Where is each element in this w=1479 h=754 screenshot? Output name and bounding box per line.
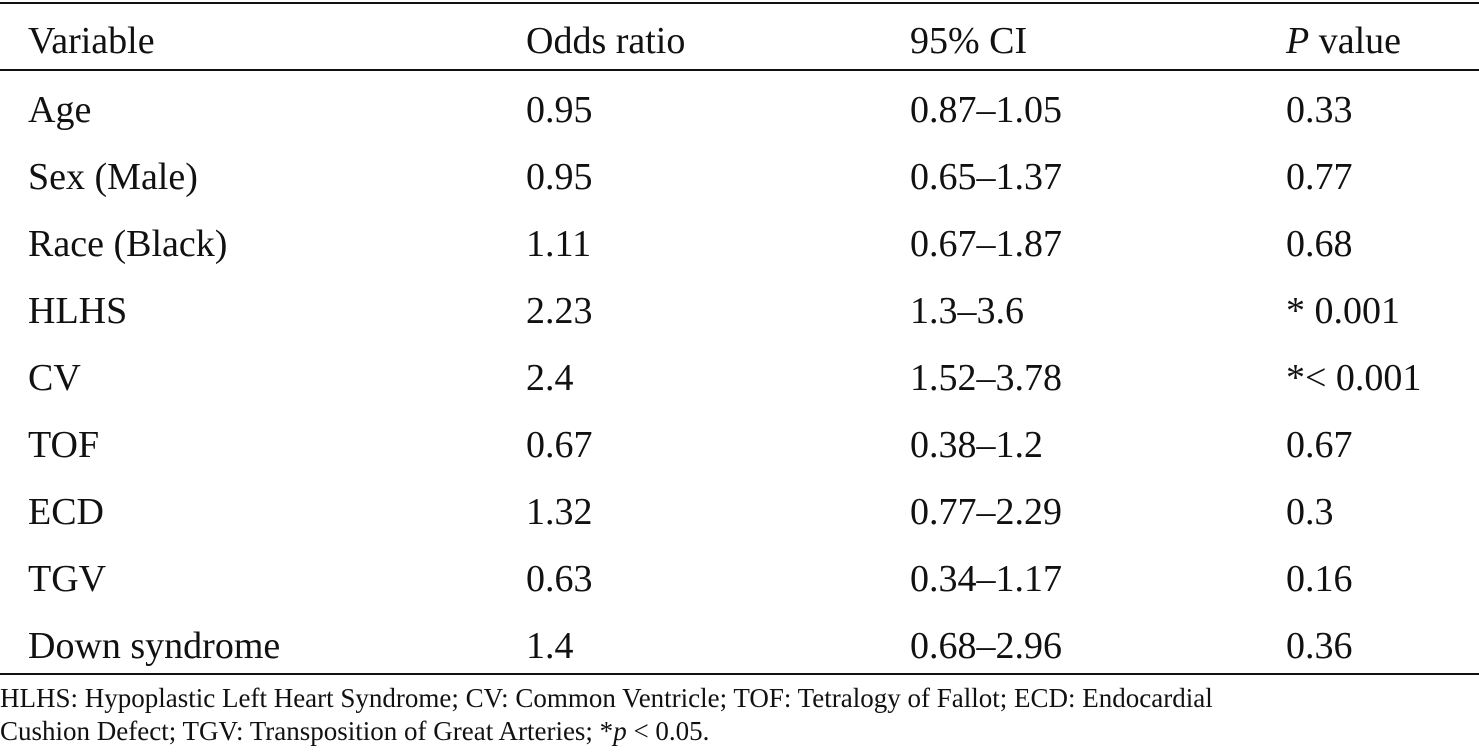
cell-odds-ratio: 0.95 bbox=[526, 156, 593, 198]
cell-ci: 0.38–1.2 bbox=[910, 424, 1043, 466]
cell-variable: Race (Black) bbox=[28, 223, 228, 265]
cell-p-value: 0.33 bbox=[1286, 89, 1353, 131]
cell-odds-ratio: 1.11 bbox=[526, 223, 592, 265]
cell-variable: TGV bbox=[28, 558, 107, 600]
cell-odds-ratio: 2.4 bbox=[526, 357, 574, 399]
cell-variable: ECD bbox=[28, 491, 104, 533]
table-row: TOF 0.67 0.38–1.2 0.67 bbox=[0, 412, 1479, 478]
table-header-row: Variable Odds ratio 95% CI P value bbox=[0, 10, 1479, 72]
table-row: Age 0.95 0.87–1.05 0.33 bbox=[0, 77, 1479, 143]
table-row: HLHS 2.23 1.3–3.6 * 0.001 bbox=[0, 278, 1479, 344]
cell-ci: 1.52–3.78 bbox=[910, 357, 1062, 399]
header-odds-ratio: Odds ratio bbox=[526, 20, 686, 62]
cell-odds-ratio: 0.67 bbox=[526, 424, 593, 466]
cell-ci: 0.77–2.29 bbox=[910, 491, 1062, 533]
cell-ci: 0.87–1.05 bbox=[910, 89, 1062, 131]
footnote-line-1: HLHS: Hypoplastic Left Heart Syndrome; C… bbox=[0, 683, 1213, 713]
cell-p-value: 0.16 bbox=[1286, 558, 1353, 600]
footnote-line-2-pre: Cushion Defect; TGV: Transposition of Gr… bbox=[0, 716, 614, 746]
table-row: ECD 1.32 0.77–2.29 0.3 bbox=[0, 479, 1479, 545]
cell-odds-ratio: 1.4 bbox=[526, 625, 574, 667]
cell-ci: 0.34–1.17 bbox=[910, 558, 1062, 600]
table-bottom-rule bbox=[0, 673, 1479, 675]
table-row: Down syndrome 1.4 0.68–2.96 0.36 bbox=[0, 613, 1479, 679]
cell-variable: Sex (Male) bbox=[28, 156, 198, 198]
header-p-italic: P bbox=[1286, 20, 1310, 62]
cell-ci: 0.68–2.96 bbox=[910, 625, 1062, 667]
table-row: Race (Black) 1.11 0.67–1.87 0.68 bbox=[0, 211, 1479, 277]
header-p-value: P value bbox=[1286, 10, 1401, 72]
cell-p-value: 0.68 bbox=[1286, 223, 1353, 265]
cell-ci: 0.67–1.87 bbox=[910, 223, 1062, 265]
cell-odds-ratio: 0.63 bbox=[526, 558, 593, 600]
table-header-rule bbox=[0, 69, 1479, 71]
cell-ci: 0.65–1.37 bbox=[910, 156, 1062, 198]
cell-variable: CV bbox=[28, 357, 81, 399]
header-variable: Variable bbox=[28, 20, 155, 62]
cell-variable: HLHS bbox=[28, 290, 128, 332]
cell-p-value: * 0.001 bbox=[1286, 290, 1400, 332]
table-top-rule bbox=[0, 2, 1479, 4]
table-footnote: HLHS: Hypoplastic Left Heart Syndrome; C… bbox=[0, 682, 1479, 748]
footnote-line-2-post: < 0.05. bbox=[626, 716, 710, 746]
table-row: CV 2.4 1.52–3.78 *< 0.001 bbox=[0, 345, 1479, 411]
cell-p-value: 0.67 bbox=[1286, 424, 1353, 466]
table-row: Sex (Male) 0.95 0.65–1.37 0.77 bbox=[0, 144, 1479, 210]
cell-variable: Age bbox=[28, 89, 92, 131]
cell-p-value: 0.36 bbox=[1286, 625, 1353, 667]
table-row: TGV 0.63 0.34–1.17 0.16 bbox=[0, 546, 1479, 612]
cell-odds-ratio: 2.23 bbox=[526, 290, 593, 332]
cell-p-value: *< 0.001 bbox=[1286, 357, 1422, 399]
cell-p-value: 0.3 bbox=[1286, 491, 1334, 533]
cell-odds-ratio: 0.95 bbox=[526, 89, 593, 131]
header-p-rest: value bbox=[1309, 20, 1402, 62]
cell-ci: 1.3–3.6 bbox=[910, 290, 1024, 332]
cell-odds-ratio: 1.32 bbox=[526, 491, 593, 533]
header-ci: 95% CI bbox=[910, 20, 1028, 62]
cell-p-value: 0.77 bbox=[1286, 156, 1353, 198]
cell-variable: TOF bbox=[28, 424, 100, 466]
cell-variable: Down syndrome bbox=[28, 625, 281, 667]
footnote-p-italic: p bbox=[613, 716, 627, 746]
